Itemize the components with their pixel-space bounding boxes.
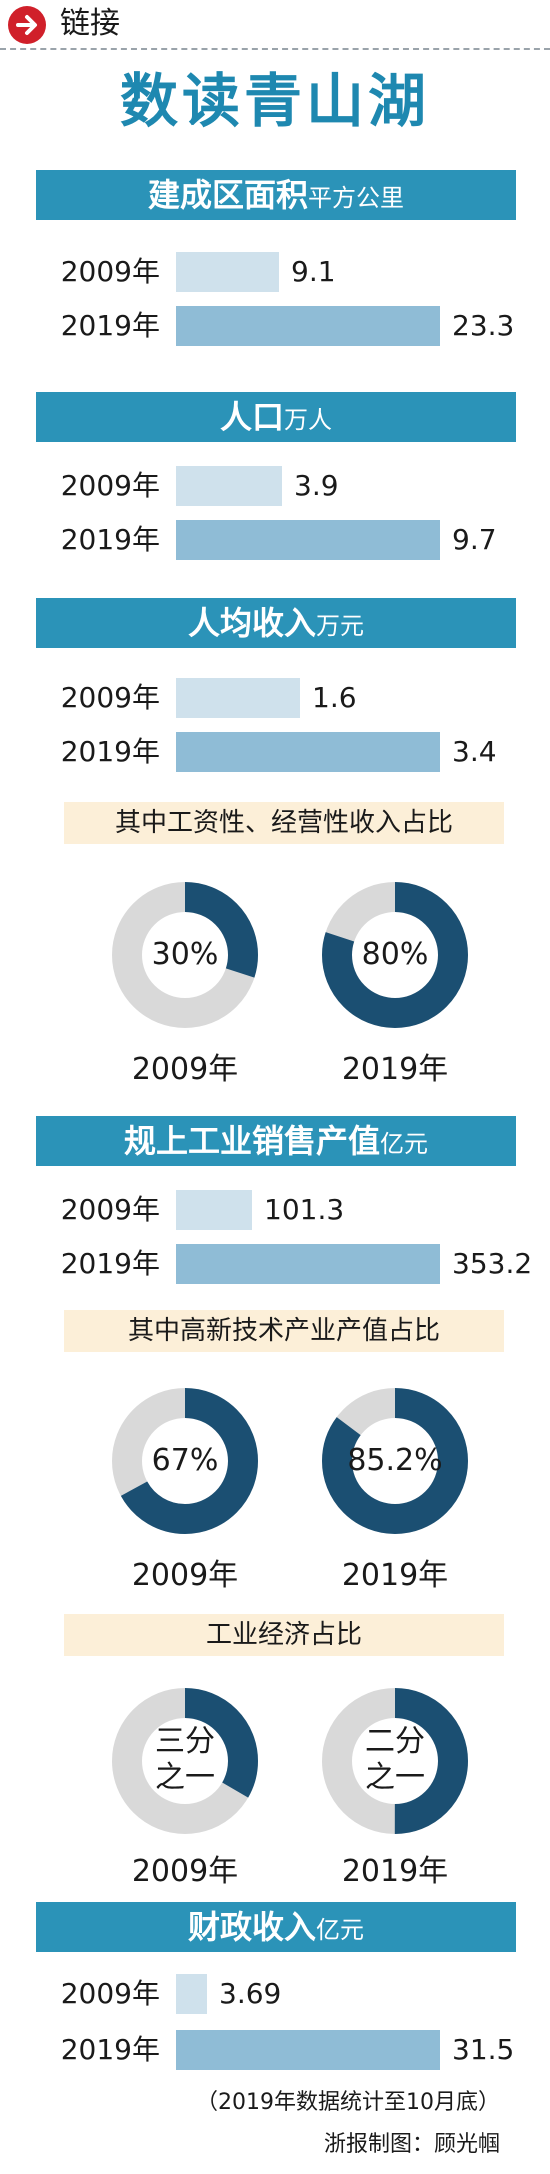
year-label: 2009年 bbox=[60, 255, 160, 288]
bar bbox=[176, 2030, 440, 2070]
section-unit: 万人 bbox=[284, 406, 332, 434]
section-unit: 亿元 bbox=[316, 1916, 364, 1944]
donut-year-label: 2009年 bbox=[131, 1854, 239, 1889]
bar bbox=[176, 1974, 207, 2014]
donut-value-label: 85.2% bbox=[347, 1443, 443, 1478]
top-bar: 链接 bbox=[0, 0, 550, 50]
donut-slice bbox=[322, 1688, 468, 1834]
section-header: 规上工业销售产值亿元 bbox=[36, 1116, 516, 1166]
donut-svg bbox=[322, 882, 468, 1028]
donut-slice bbox=[112, 1388, 258, 1534]
donut-svg bbox=[112, 882, 258, 1028]
donut-svg bbox=[322, 1388, 468, 1534]
donut-chart: 67% bbox=[110, 1386, 260, 1536]
value-label: 3.69 bbox=[219, 1977, 282, 2010]
donut-year-label: 2019年 bbox=[341, 1854, 449, 1889]
link-label: 链接 bbox=[60, 6, 120, 41]
year-label: 2019年 bbox=[60, 735, 160, 768]
donut-svg bbox=[322, 1688, 468, 1834]
year-label: 2019年 bbox=[60, 2033, 160, 2066]
page-title: 数读青山湖 bbox=[119, 67, 430, 135]
donut-value-label: 30% bbox=[151, 937, 219, 972]
arrow-right-icon bbox=[8, 6, 46, 44]
section-unit: 万元 bbox=[316, 612, 364, 640]
year-label: 2019年 bbox=[60, 523, 160, 556]
donut-svg bbox=[112, 1388, 258, 1534]
section-title: 建成区面积 bbox=[147, 176, 308, 214]
donut-chart: 80% bbox=[320, 880, 470, 1030]
donut-slice bbox=[112, 1688, 258, 1834]
year-label: 2009年 bbox=[60, 1977, 160, 2010]
donut-chart: 30% bbox=[110, 880, 260, 1030]
donut-value-line: 之一 bbox=[365, 1760, 425, 1795]
donut-svg bbox=[112, 1688, 258, 1834]
donut-value-label: 二分 之一 bbox=[320, 1724, 470, 1796]
donut-value-label: 三分 之一 bbox=[110, 1724, 260, 1796]
donut-slice bbox=[322, 1388, 468, 1534]
donut-year-label: 2009年 bbox=[131, 1052, 239, 1087]
donut-year-label: 2019年 bbox=[341, 1052, 449, 1087]
value-label: 9.7 bbox=[452, 523, 497, 556]
value-label: 101.3 bbox=[264, 1193, 345, 1226]
section-header: 建成区面积平方公里 bbox=[36, 170, 516, 220]
bar bbox=[176, 306, 440, 346]
value-label: 3.4 bbox=[452, 735, 497, 768]
value-label: 3.9 bbox=[294, 469, 339, 502]
value-label: 9.1 bbox=[291, 255, 336, 288]
divider bbox=[0, 48, 550, 50]
section-header: 财政收入亿元 bbox=[36, 1902, 516, 1952]
section-header: 人口万人 bbox=[36, 392, 516, 442]
donut-value-label: 67% bbox=[151, 1443, 219, 1478]
subsection-banner: 其中工资性、经营性收入占比 bbox=[64, 802, 504, 844]
value-label: 353.2 bbox=[452, 1247, 533, 1280]
section-unit: 亿元 bbox=[380, 1130, 428, 1158]
value-label: 23.3 bbox=[452, 309, 515, 342]
bar bbox=[176, 252, 279, 292]
section-header: 人均收入万元 bbox=[36, 598, 516, 648]
section-title: 人口 bbox=[219, 398, 284, 436]
donut-value-line: 之一 bbox=[155, 1760, 215, 1795]
section-title: 财政收入 bbox=[187, 1908, 316, 1946]
bar bbox=[176, 678, 300, 718]
donut-chart: 85.2% bbox=[320, 1386, 470, 1536]
year-label: 2009年 bbox=[60, 1193, 160, 1226]
subsection-banner: 工业经济占比 bbox=[64, 1614, 504, 1656]
bar bbox=[176, 1244, 440, 1284]
donut-slice bbox=[112, 882, 258, 1028]
donut-value-label: 80% bbox=[361, 937, 429, 972]
section-title: 规上工业销售产值 bbox=[123, 1122, 380, 1160]
donut-value-line: 三分 bbox=[155, 1724, 215, 1759]
donut-year-label: 2009年 bbox=[131, 1558, 239, 1593]
year-label: 2019年 bbox=[60, 309, 160, 342]
section-unit: 平方公里 bbox=[308, 184, 404, 212]
credit: 浙报制图：顾光帼 bbox=[323, 2132, 500, 2157]
bar bbox=[176, 732, 440, 772]
footnote: （2019年数据统计至10月底） bbox=[196, 2090, 500, 2115]
donut-chart: 三分 之一 bbox=[110, 1686, 260, 1836]
donut-year-label: 2019年 bbox=[341, 1558, 449, 1593]
year-label: 2019年 bbox=[60, 1247, 160, 1280]
value-label: 1.6 bbox=[312, 681, 357, 714]
subsection-banner: 其中高新技术产业产值占比 bbox=[64, 1310, 504, 1352]
bar bbox=[176, 466, 282, 506]
year-label: 2009年 bbox=[60, 681, 160, 714]
bar bbox=[176, 1190, 252, 1230]
donut-slice bbox=[322, 882, 468, 1028]
value-label: 31.5 bbox=[452, 2033, 515, 2066]
donut-value-line: 二分 bbox=[365, 1724, 425, 1759]
section-title: 人均收入 bbox=[187, 604, 316, 642]
donut-chart: 二分 之一 bbox=[320, 1686, 470, 1836]
bar bbox=[176, 520, 440, 560]
year-label: 2009年 bbox=[60, 469, 160, 502]
